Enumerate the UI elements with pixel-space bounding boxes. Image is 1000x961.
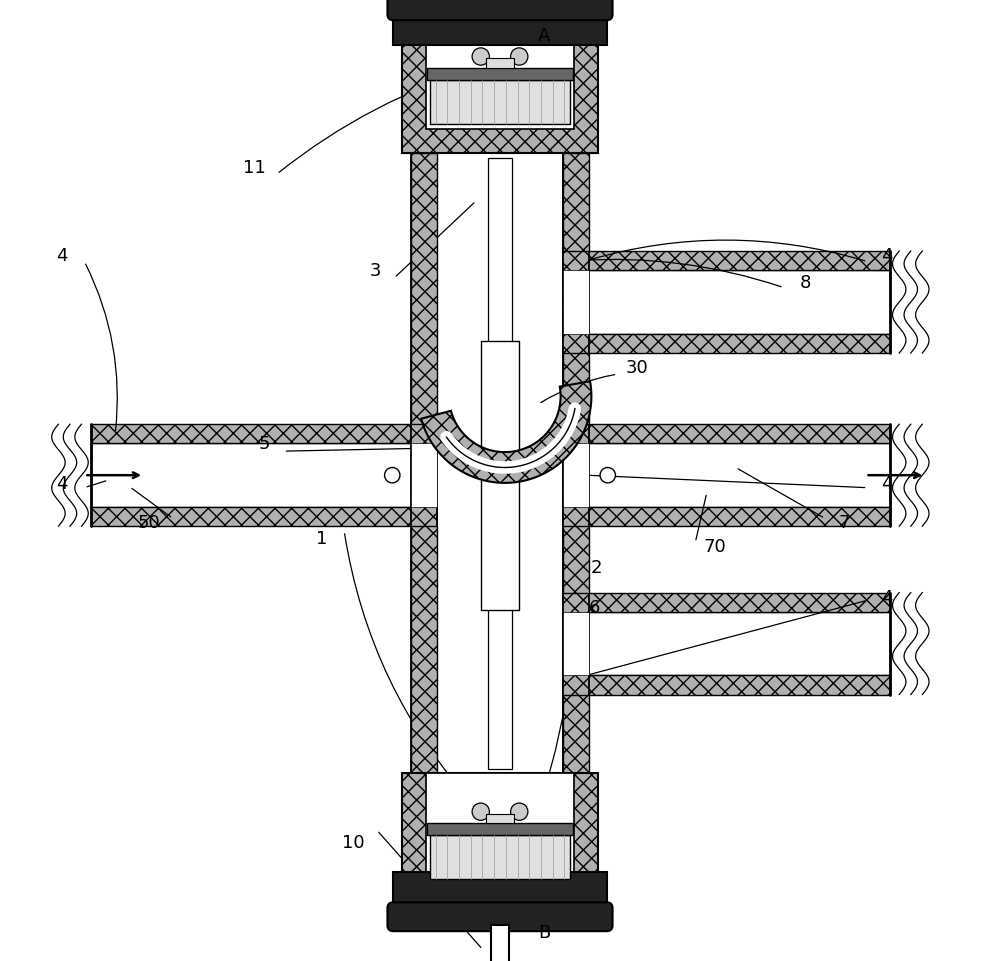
Bar xyxy=(437,154,563,774)
Text: 4: 4 xyxy=(57,475,68,492)
Circle shape xyxy=(472,803,489,821)
Text: 4: 4 xyxy=(881,589,892,606)
Bar xyxy=(411,444,437,507)
Text: 4: 4 xyxy=(881,247,892,264)
Circle shape xyxy=(385,468,400,483)
Text: 30: 30 xyxy=(625,359,648,377)
Bar xyxy=(491,925,509,961)
Text: 6: 6 xyxy=(589,599,600,616)
Bar xyxy=(411,154,437,774)
Bar xyxy=(563,425,890,444)
Bar xyxy=(563,612,589,676)
Text: 4: 4 xyxy=(57,247,68,264)
Bar xyxy=(563,527,589,593)
Text: A: A xyxy=(538,27,550,44)
Bar xyxy=(563,612,890,676)
Bar xyxy=(563,154,589,252)
Bar xyxy=(91,444,437,507)
Bar xyxy=(91,507,437,527)
Bar xyxy=(427,824,573,835)
Text: 5: 5 xyxy=(259,435,270,453)
Text: 11: 11 xyxy=(243,160,266,177)
Text: 50: 50 xyxy=(137,514,160,531)
Text: 1: 1 xyxy=(316,530,328,547)
Text: 4: 4 xyxy=(881,475,892,492)
Bar xyxy=(393,10,607,46)
Bar xyxy=(563,252,890,271)
Bar xyxy=(486,814,514,824)
Text: 10: 10 xyxy=(342,833,364,850)
Circle shape xyxy=(511,803,528,821)
Bar xyxy=(481,341,519,610)
Bar xyxy=(563,593,890,612)
Bar xyxy=(402,774,598,908)
Bar xyxy=(563,507,890,527)
Bar xyxy=(488,159,512,769)
Bar xyxy=(91,425,437,444)
Text: 8: 8 xyxy=(800,274,812,291)
Bar xyxy=(426,774,574,884)
Bar xyxy=(563,676,890,695)
FancyBboxPatch shape xyxy=(387,0,613,21)
Bar xyxy=(411,154,437,425)
Bar xyxy=(426,19,574,130)
Bar xyxy=(563,154,589,774)
Text: 3: 3 xyxy=(369,262,381,280)
FancyBboxPatch shape xyxy=(387,902,613,931)
Bar xyxy=(563,271,890,334)
Bar xyxy=(563,354,589,425)
Text: 2: 2 xyxy=(590,558,602,576)
Bar xyxy=(411,527,437,774)
Bar xyxy=(563,695,589,774)
Bar xyxy=(563,271,589,334)
Bar xyxy=(430,835,570,879)
Bar xyxy=(486,60,514,69)
Bar xyxy=(563,334,890,354)
Text: 7: 7 xyxy=(839,514,850,531)
Bar xyxy=(430,81,570,125)
Circle shape xyxy=(511,49,528,66)
Circle shape xyxy=(472,49,489,66)
Circle shape xyxy=(600,468,615,483)
Bar xyxy=(563,444,589,507)
Bar xyxy=(427,69,573,81)
Bar xyxy=(402,19,598,154)
Bar xyxy=(563,444,890,507)
Bar xyxy=(393,872,607,908)
Polygon shape xyxy=(421,382,591,483)
Text: 70: 70 xyxy=(703,538,726,555)
Text: B: B xyxy=(538,924,550,941)
